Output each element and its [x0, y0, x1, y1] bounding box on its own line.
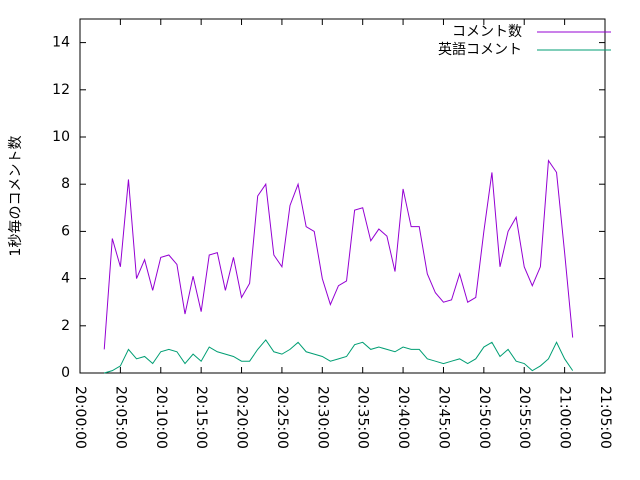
x-tick-label: 20:15:00 — [193, 386, 209, 449]
legend-label: 英語コメント — [438, 41, 522, 58]
y-tick-label: 8 — [61, 176, 70, 192]
y-tick-label: 0 — [61, 365, 70, 381]
x-tick-label: 20:40:00 — [395, 386, 411, 449]
plot-border — [79, 18, 606, 374]
y-tick-label: 12 — [52, 82, 70, 98]
y-tick-label: 4 — [61, 271, 70, 287]
x-tick-label: 20:10:00 — [153, 386, 169, 449]
y-tick-label: 2 — [61, 318, 70, 334]
x-tick-label: 21:00:00 — [557, 386, 573, 449]
y-tick-label: 14 — [52, 35, 70, 51]
x-tick-label: 20:55:00 — [516, 386, 532, 449]
x-tick-label: 20:25:00 — [274, 386, 290, 449]
legend-label: コメント数 — [452, 24, 522, 40]
data-line — [104, 339, 574, 374]
x-tick-label: 20:00:00 — [72, 386, 88, 449]
x-tick-label: 20:30:00 — [314, 386, 330, 449]
x-tick-label: 20:05:00 — [112, 386, 128, 449]
x-tick-label: 20:35:00 — [355, 386, 371, 449]
y-tick-label: 10 — [52, 129, 70, 145]
data-line — [103, 159, 574, 350]
x-tick-label: 20:50:00 — [476, 386, 492, 449]
x-tick-label: 20:45:00 — [435, 386, 451, 449]
x-tick-label: 21:05:00 — [597, 386, 613, 449]
y-tick-label: 6 — [61, 223, 70, 239]
y-axis-label: 1秒毎のコメント数 — [8, 136, 24, 257]
x-tick-label: 20:20:00 — [234, 386, 250, 449]
